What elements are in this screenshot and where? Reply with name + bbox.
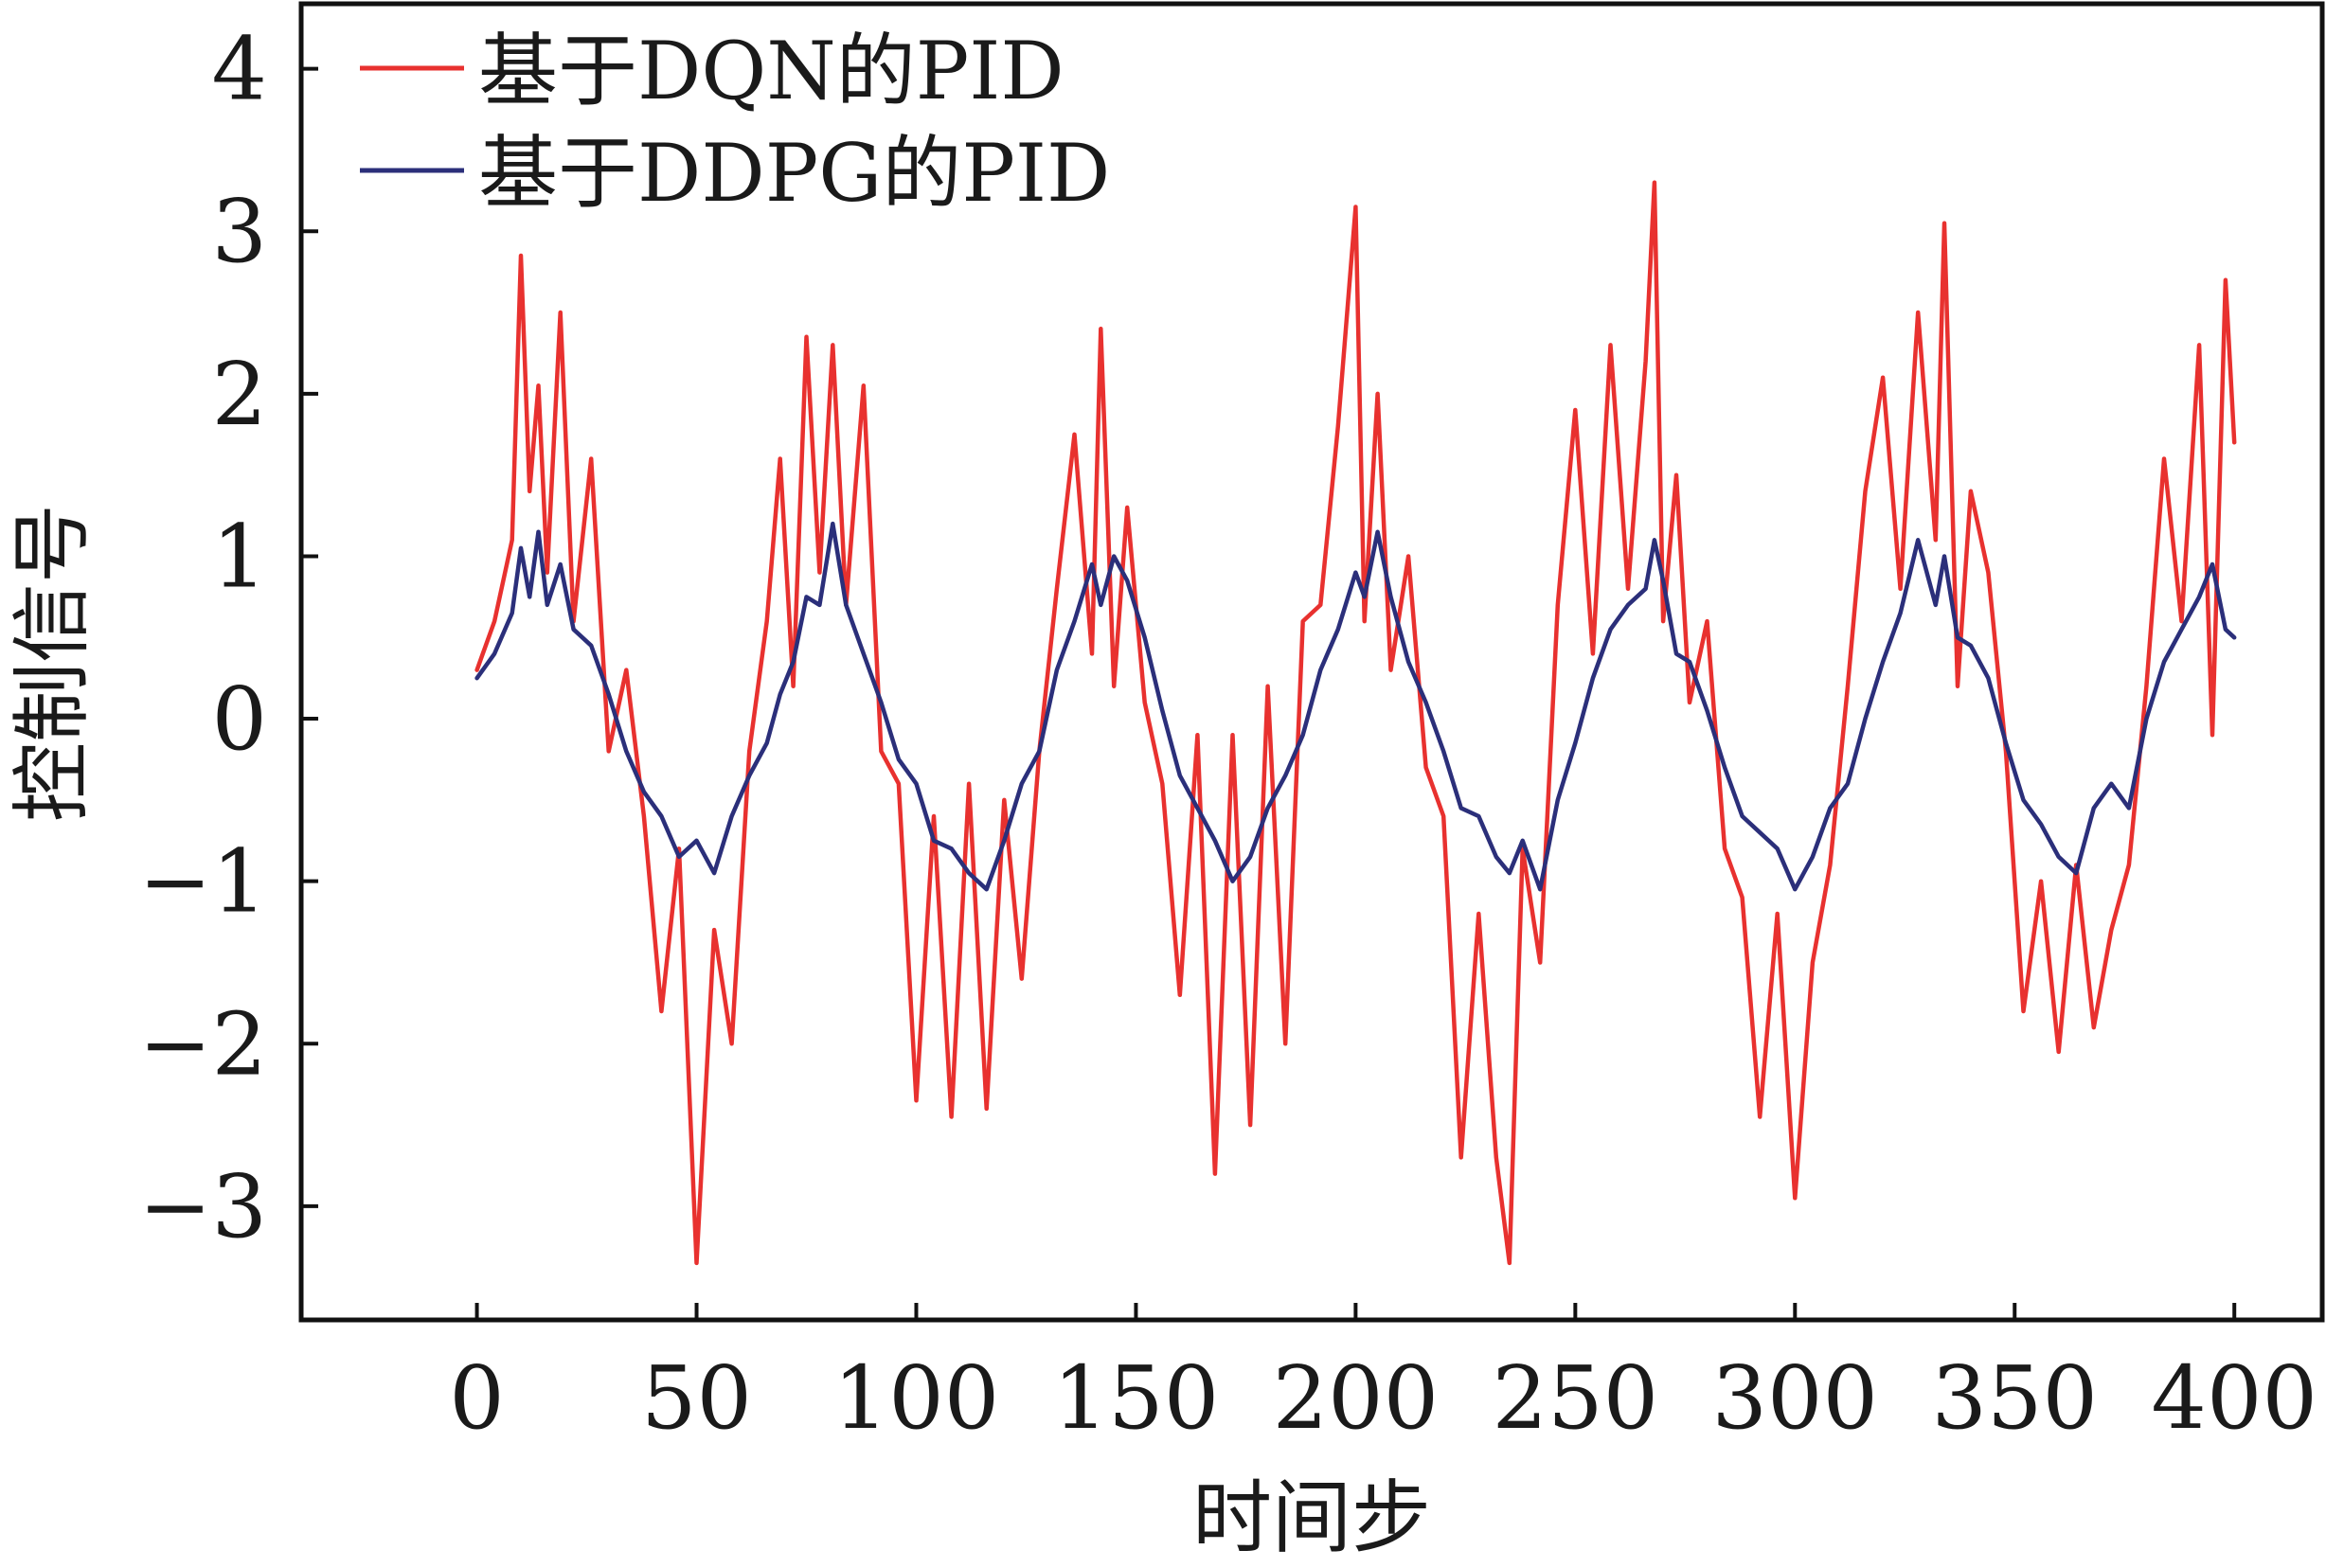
x-axis: 0 50 100 150 200 250 300 350 400 bbox=[449, 1303, 2317, 1449]
series-layer bbox=[474, 180, 2237, 1266]
y-tick-label: 0 bbox=[211, 668, 267, 770]
y-axis: −3 −2 −1 0 1 2 3 4 bbox=[138, 19, 318, 1257]
x-tick-label: 150 bbox=[1053, 1347, 1220, 1449]
legend-label-dqn: 基于DQN的PID bbox=[478, 25, 1065, 117]
series-line-ddpg bbox=[474, 521, 2237, 892]
x-tick-label: 250 bbox=[1493, 1347, 1659, 1449]
y-tick-label: 3 bbox=[211, 181, 267, 282]
x-tick-label: 100 bbox=[833, 1347, 1000, 1449]
y-tick-label: −3 bbox=[138, 1156, 267, 1257]
x-tick-label: 350 bbox=[1931, 1347, 2098, 1449]
y-tick-label: 4 bbox=[211, 19, 267, 120]
x-tick-label: 50 bbox=[641, 1347, 752, 1449]
x-tick-label: 300 bbox=[1711, 1347, 1878, 1449]
series-line-dqn bbox=[474, 180, 2237, 1266]
y-tick-label: 2 bbox=[211, 344, 267, 445]
legend-label-ddpg: 基于DDPG的PID bbox=[478, 127, 1110, 220]
y-tick-label: −2 bbox=[138, 993, 267, 1095]
legend-item-ddpg: 基于DDPG的PID bbox=[360, 127, 1110, 220]
plot-area bbox=[298, 1, 2325, 1323]
plot-frame bbox=[298, 1, 2325, 1323]
x-axis-title: 时间步 bbox=[1192, 1471, 1431, 1564]
y-axis-title: 控制信号 bbox=[6, 504, 98, 822]
legend: 基于DQN的PID 基于DDPG的PID bbox=[360, 25, 1110, 220]
legend-item-dqn: 基于DQN的PID bbox=[360, 25, 1065, 117]
x-tick-label: 400 bbox=[2151, 1347, 2317, 1449]
x-tick-label: 200 bbox=[1273, 1347, 1440, 1449]
x-tick-label: 0 bbox=[449, 1347, 505, 1449]
y-tick-label: 1 bbox=[211, 506, 267, 607]
y-tick-label: −1 bbox=[138, 831, 267, 933]
